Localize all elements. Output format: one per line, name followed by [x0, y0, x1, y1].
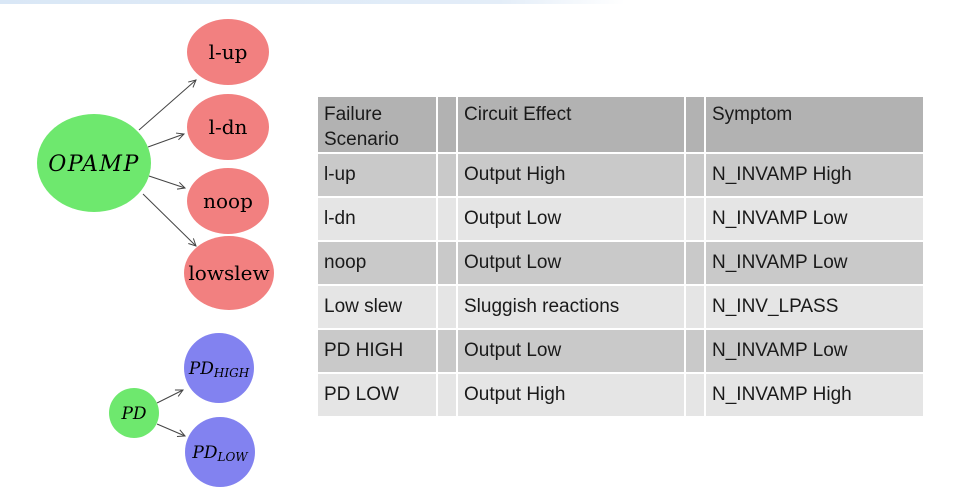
- node-l-up: [187, 19, 269, 85]
- spacer-cell: [438, 374, 456, 416]
- cell-effect: Output High: [458, 374, 684, 416]
- cell-symptom: N_INV_LPASS: [706, 286, 923, 328]
- cell-scenario: PD HIGH: [318, 330, 436, 372]
- table-row: Low slew Sluggish reactions N_INV_LPASS: [318, 286, 923, 328]
- node-pd-label: PD: [120, 404, 146, 424]
- arrow-opamp-lowslew: [142, 193, 196, 246]
- pd-arrows: [156, 390, 185, 436]
- spacer-cell: [686, 198, 704, 240]
- table-row: PD LOW Output High N_INVAMP High: [318, 374, 923, 416]
- header-spacer-1: [438, 97, 456, 152]
- node-l-dn-label: l-dn: [209, 115, 248, 139]
- table-row: l-dn Output Low N_INVAMP Low: [318, 198, 923, 240]
- arrow-opamp-noop: [148, 175, 185, 188]
- node-lowslew-label: lowslew: [188, 261, 269, 285]
- cell-effect: Sluggish reactions: [458, 286, 684, 328]
- spacer-cell: [438, 242, 456, 284]
- cell-symptom: N_INVAMP Low: [706, 242, 923, 284]
- cell-symptom: N_INVAMP High: [706, 374, 923, 416]
- spacer-cell: [438, 198, 456, 240]
- node-l-up-label: l-up: [209, 40, 248, 64]
- cell-scenario: l-up: [318, 154, 436, 196]
- arrow-pd-high: [156, 390, 183, 404]
- cell-symptom: N_INVAMP Low: [706, 198, 923, 240]
- header-circuit-effect: Circuit Effect: [458, 97, 684, 152]
- node-opamp-label: OPAMP: [48, 152, 140, 177]
- arrow-pd-low: [156, 423, 185, 436]
- header-failure-scenario: Failure Scenario: [318, 97, 436, 152]
- pd-low-subscript: LOW: [216, 450, 249, 464]
- top-decorative-strip: [0, 0, 625, 4]
- node-l-dn: [187, 94, 269, 160]
- node-pd-high-label: PDHIGH: [188, 359, 250, 380]
- header-symptom: Symptom: [706, 97, 923, 152]
- spacer-cell: [438, 154, 456, 196]
- cell-effect: Output Low: [458, 242, 684, 284]
- spacer-cell: [686, 242, 704, 284]
- cell-effect: Output Low: [458, 330, 684, 372]
- cell-scenario: noop: [318, 242, 436, 284]
- spacer-cell: [438, 286, 456, 328]
- node-pd-high: [184, 333, 254, 403]
- spacer-cell: [686, 330, 704, 372]
- table-row: PD HIGH Output Low N_INVAMP Low: [318, 330, 923, 372]
- node-opamp: [37, 114, 151, 212]
- cell-effect: Output High: [458, 154, 684, 196]
- node-lowslew: [184, 236, 274, 310]
- cell-scenario: Low slew: [318, 286, 436, 328]
- node-noop-label: noop: [203, 189, 253, 213]
- table-row: noop Output Low N_INVAMP Low: [318, 242, 923, 284]
- pd-high-subscript: HIGH: [213, 366, 250, 380]
- spacer-cell: [686, 154, 704, 196]
- fault-tree-diagram: OPAMP l-up l-dn noop lowslew PD PDHIGH P…: [37, 19, 274, 487]
- node-pd-low-label: PDLOW: [191, 443, 249, 464]
- spacer-cell: [438, 330, 456, 372]
- opamp-arrows: [138, 80, 196, 246]
- cell-scenario: l-dn: [318, 198, 436, 240]
- cell-scenario: PD LOW: [318, 374, 436, 416]
- node-noop: [187, 168, 269, 234]
- table-header-row: Failure Scenario Circuit Effect Symptom: [318, 97, 923, 152]
- arrow-opamp-lup: [138, 80, 196, 131]
- spacer-cell: [686, 374, 704, 416]
- cell-symptom: N_INVAMP High: [706, 154, 923, 196]
- node-pd: [109, 388, 159, 438]
- pd-high-main: PD: [188, 359, 214, 379]
- header-spacer-2: [686, 97, 704, 152]
- pd-low-main: PD: [191, 443, 217, 463]
- node-pd-low: [185, 417, 255, 487]
- table-row: l-up Output High N_INVAMP High: [318, 154, 923, 196]
- cell-symptom: N_INVAMP Low: [706, 330, 923, 372]
- arrow-opamp-ldn: [147, 134, 184, 148]
- spacer-cell: [686, 286, 704, 328]
- cell-effect: Output Low: [458, 198, 684, 240]
- failure-scenario-table: Failure Scenario Circuit Effect Symptom …: [318, 97, 923, 416]
